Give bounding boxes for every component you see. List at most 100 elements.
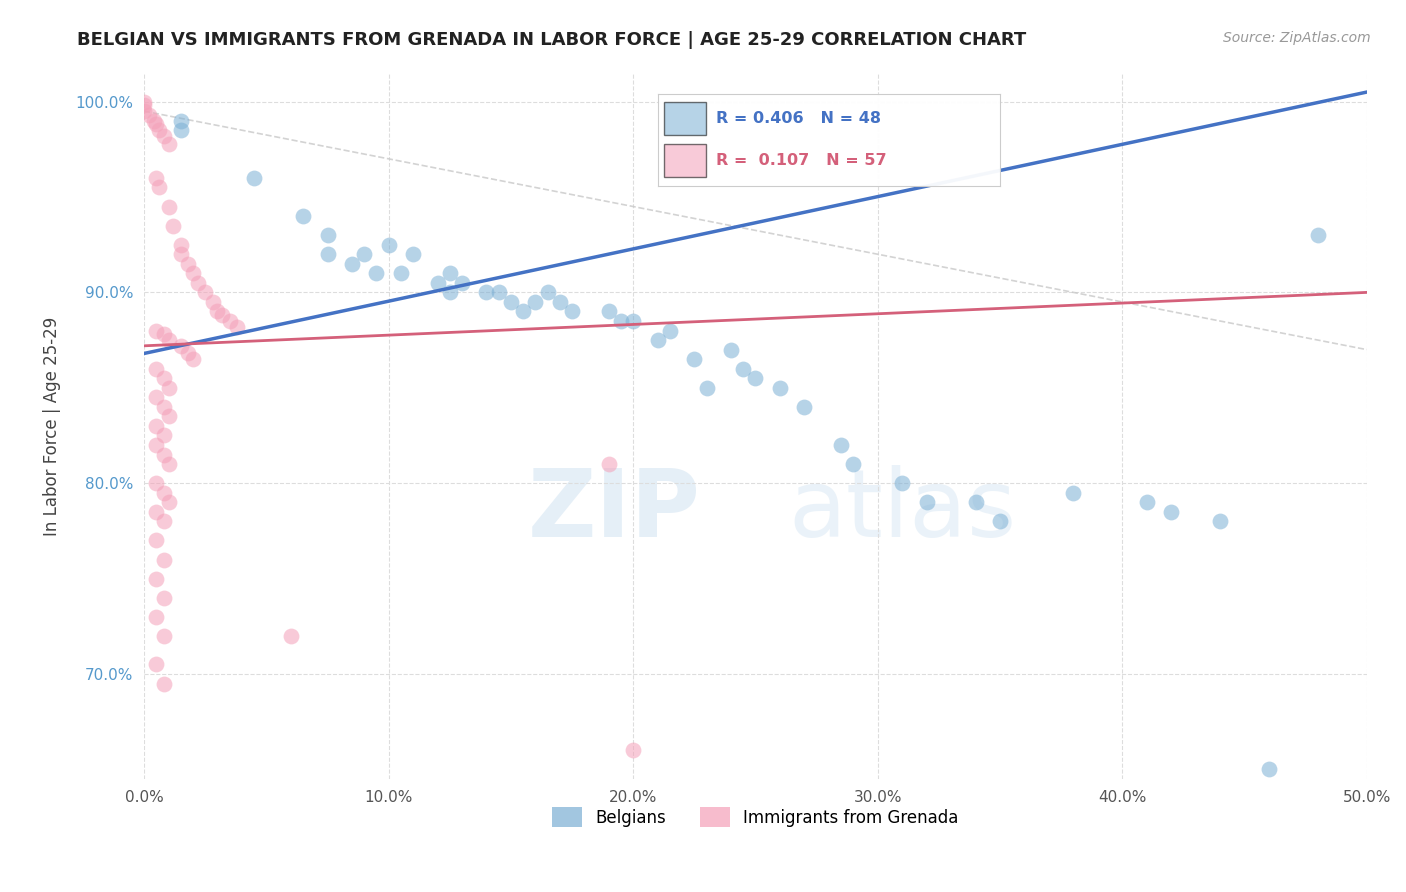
Point [621,743,644,757]
Point [152,552,174,566]
Point [1306,228,1329,243]
Point [451,276,474,290]
Point [152,591,174,605]
Point [536,285,558,300]
Point [340,257,363,271]
Point [292,209,315,223]
Point [170,237,193,252]
Point [598,457,620,471]
Point [610,314,633,328]
Text: atlas: atlas [789,465,1017,557]
Point [138,108,160,122]
Point [218,314,240,328]
Point [211,308,233,322]
Point [1062,485,1084,500]
Point [145,361,167,376]
Point [148,123,170,137]
Point [548,294,571,309]
Point [145,438,167,452]
Point [744,371,766,385]
Point [134,104,156,119]
Point [696,381,718,395]
Point [152,629,174,643]
Point [157,381,180,395]
Point [170,247,193,261]
Point [170,113,193,128]
Y-axis label: In Labor Force | Age 25-29: In Labor Force | Age 25-29 [44,317,60,535]
Point [1258,763,1281,777]
Point [512,304,534,318]
Legend: Belgians, Immigrants from Grenada: Belgians, Immigrants from Grenada [546,800,965,834]
Point [157,200,180,214]
Point [377,237,399,252]
Point [499,294,522,309]
Point [157,136,180,151]
Point [426,276,449,290]
Point [152,327,174,342]
Point [181,352,204,367]
Point [145,657,167,672]
Point [769,381,792,395]
Text: Source: ZipAtlas.com: Source: ZipAtlas.com [1223,31,1371,45]
Point [830,438,852,452]
Point [561,304,583,318]
Point [152,371,174,385]
Point [658,324,681,338]
Point [152,514,174,528]
Point [720,343,742,357]
Point [194,285,217,300]
Point [145,533,167,548]
Point [402,247,425,261]
Point [152,448,174,462]
Point [170,339,193,353]
Point [965,495,987,509]
Point [177,257,200,271]
Point [187,276,209,290]
Point [181,266,204,280]
Point [389,266,412,280]
Point [152,428,174,442]
Point [316,247,339,261]
Point [475,285,498,300]
Point [316,228,339,243]
Point [152,485,174,500]
Point [891,476,914,491]
Point [157,495,180,509]
Point [366,266,388,280]
Point [842,457,865,471]
Point [145,118,167,132]
Point [142,113,165,128]
Point [152,676,174,690]
Point [647,333,669,347]
Point [145,505,167,519]
Point [145,419,167,434]
Point [145,476,167,491]
Point [280,629,302,643]
Point [134,95,156,109]
Point [988,514,1011,528]
Point [145,324,167,338]
Point [134,98,156,112]
Point [177,346,200,360]
Point [145,170,167,185]
Point [488,285,510,300]
Point [145,572,167,586]
Point [201,294,224,309]
Point [524,294,547,309]
Point [148,180,170,194]
Point [1136,495,1159,509]
Point [353,247,375,261]
Point [1209,514,1232,528]
Point [243,170,266,185]
Point [439,266,461,280]
Point [621,314,644,328]
Point [1160,505,1182,519]
Point [915,495,938,509]
Point [793,400,815,414]
Point [157,333,180,347]
Point [439,285,461,300]
Text: ZIP: ZIP [527,465,700,557]
Point [598,304,620,318]
Point [170,123,193,137]
Point [157,409,180,424]
